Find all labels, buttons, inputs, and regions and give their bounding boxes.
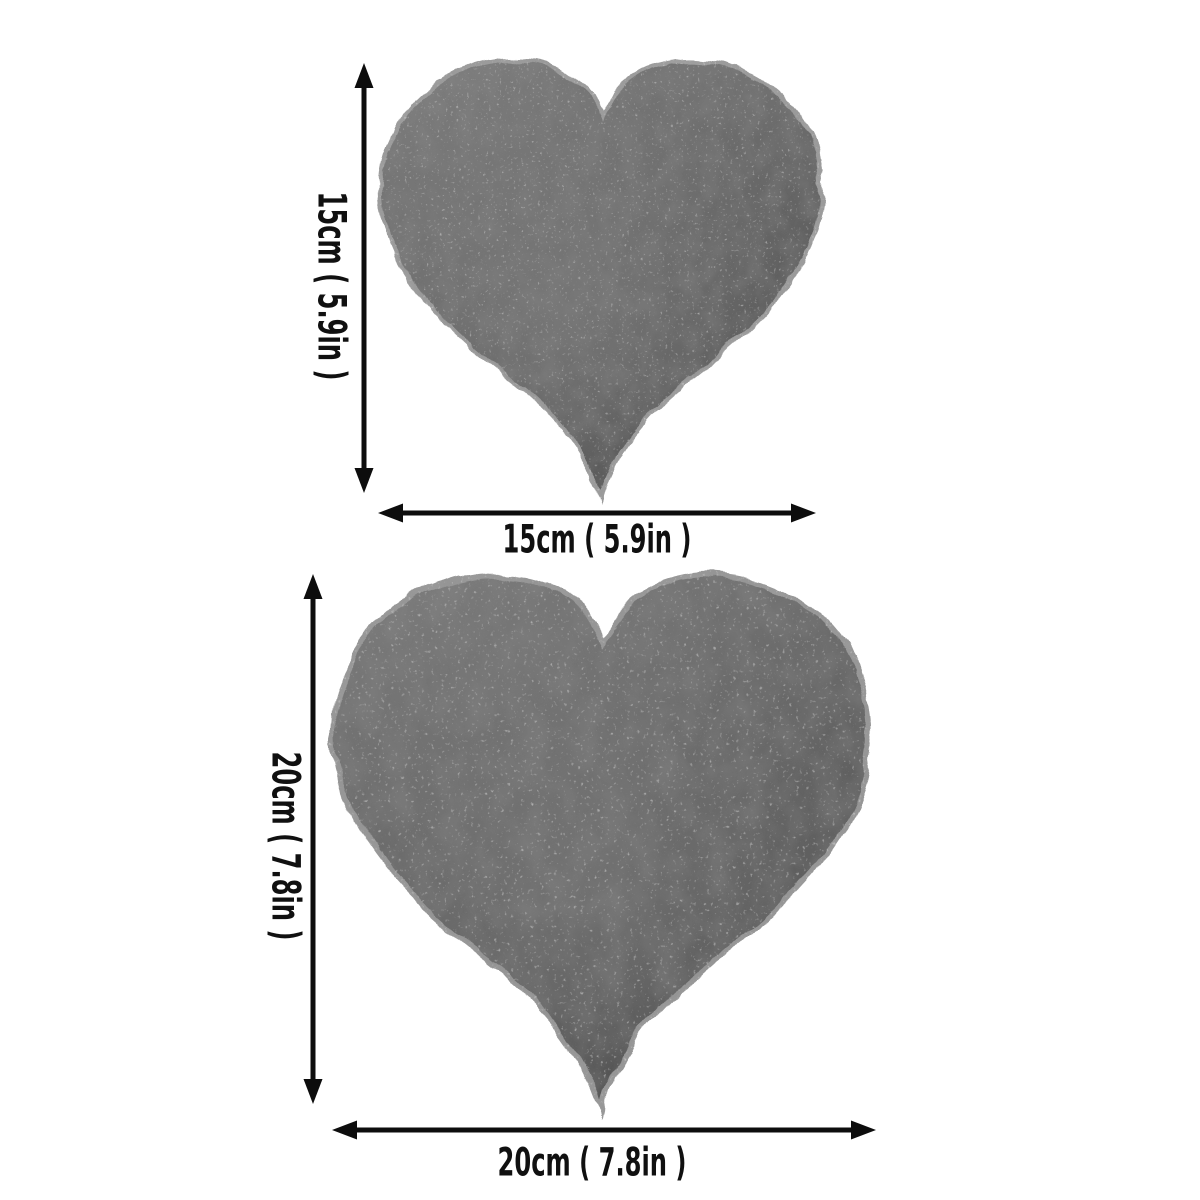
arrowhead-down-icon [303,1079,323,1104]
arrowhead-left-icon [332,1120,357,1140]
arrowhead-right-icon [851,1120,876,1140]
small-heart-width-arrow [378,503,816,523]
small-heart-slate-body [378,57,824,504]
small-heart-slate-image [378,57,824,504]
arrowhead-left-icon [378,503,403,523]
arrowhead-up-icon [354,63,374,88]
large-heart-slate-body [329,571,874,1117]
large-heart-width-arrow [332,1120,876,1140]
small-heart-height-label: 15cm ( 5.9in ) [308,191,354,381]
small-heart-height-arrow [354,63,374,493]
arrowhead-down-icon [354,468,374,493]
large-heart-height-arrow [303,574,323,1104]
large-heart-width-label: 20cm ( 7.8in ) [497,1140,687,1186]
small-heart-width-label: 15cm ( 5.9in ) [502,517,692,563]
arrowhead-right-icon [791,503,816,523]
large-heart-slate-image [329,571,874,1117]
large-heart-height-label: 20cm ( 7.8in ) [262,751,308,941]
arrowhead-up-icon [303,574,323,599]
